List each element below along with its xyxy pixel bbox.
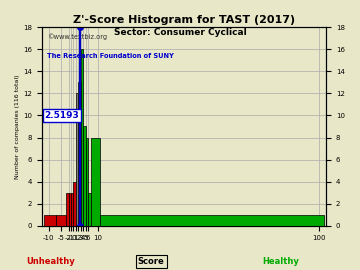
Bar — [76, 93, 78, 226]
Text: The Research Foundation of SUNY: The Research Foundation of SUNY — [47, 53, 174, 59]
Bar — [66, 193, 68, 226]
Bar — [86, 137, 88, 226]
Text: Unhealthy: Unhealthy — [26, 257, 75, 266]
Bar — [56, 215, 66, 226]
Text: 2.5193: 2.5193 — [45, 111, 79, 120]
Bar — [44, 215, 56, 226]
Bar — [91, 137, 100, 226]
Bar — [100, 215, 324, 226]
Text: Score: Score — [138, 257, 165, 266]
Title: Z'-Score Histogram for TAST (2017): Z'-Score Histogram for TAST (2017) — [73, 15, 295, 25]
Text: Sector: Consumer Cyclical: Sector: Consumer Cyclical — [114, 28, 246, 37]
Bar — [71, 193, 73, 226]
Y-axis label: Number of companies (116 total): Number of companies (116 total) — [15, 74, 20, 179]
Bar — [83, 126, 86, 226]
Bar — [78, 82, 81, 226]
Bar — [81, 49, 83, 226]
Text: Healthy: Healthy — [262, 257, 299, 266]
Text: ©www.textbiz.org: ©www.textbiz.org — [47, 33, 107, 40]
Bar — [68, 193, 71, 226]
Bar — [88, 193, 91, 226]
Bar — [73, 182, 76, 226]
